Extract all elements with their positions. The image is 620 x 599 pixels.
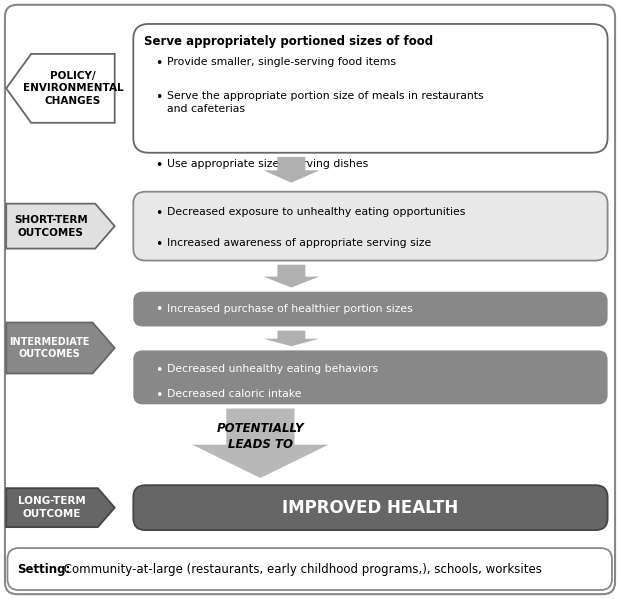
Text: SHORT-TERM
OUTCOMES: SHORT-TERM OUTCOMES bbox=[14, 214, 87, 238]
Text: •: • bbox=[155, 207, 162, 220]
Text: •: • bbox=[155, 159, 162, 173]
FancyBboxPatch shape bbox=[133, 350, 608, 404]
Text: Use appropriate sized serving dishes: Use appropriate sized serving dishes bbox=[167, 159, 369, 170]
Polygon shape bbox=[192, 409, 329, 478]
Text: •: • bbox=[155, 57, 162, 70]
Text: Provide smaller, single-serving food items: Provide smaller, single-serving food ite… bbox=[167, 57, 396, 67]
Polygon shape bbox=[6, 54, 115, 123]
Text: IMPROVED HEALTH: IMPROVED HEALTH bbox=[282, 498, 459, 517]
Polygon shape bbox=[6, 322, 115, 374]
Text: POTENTIALLY
LEADS TO: POTENTIALLY LEADS TO bbox=[216, 422, 304, 450]
Text: INTERMEDIATE
OUTCOMES: INTERMEDIATE OUTCOMES bbox=[9, 337, 89, 359]
Polygon shape bbox=[6, 204, 115, 249]
Polygon shape bbox=[6, 488, 115, 527]
Polygon shape bbox=[264, 265, 319, 288]
Text: Increased awareness of appropriate serving size: Increased awareness of appropriate servi… bbox=[167, 238, 432, 248]
Text: •: • bbox=[155, 364, 162, 377]
Text: POLICY/
ENVIRONMENTAL
CHANGES: POLICY/ ENVIRONMENTAL CHANGES bbox=[22, 71, 123, 106]
Text: •: • bbox=[155, 302, 162, 316]
Text: Decreased exposure to unhealthy eating opportunities: Decreased exposure to unhealthy eating o… bbox=[167, 207, 466, 217]
Text: Community-at-large (restaurants, early childhood programs,), schools, worksites: Community-at-large (restaurants, early c… bbox=[60, 562, 541, 576]
Text: •: • bbox=[155, 91, 162, 104]
FancyBboxPatch shape bbox=[133, 192, 608, 261]
FancyBboxPatch shape bbox=[133, 24, 608, 153]
FancyBboxPatch shape bbox=[133, 485, 608, 530]
Text: Serve the appropriate portion size of meals in restaurants
and cafeterias: Serve the appropriate portion size of me… bbox=[167, 91, 484, 114]
Text: Serve appropriately portioned sizes of food: Serve appropriately portioned sizes of f… bbox=[144, 35, 433, 48]
Text: Increased purchase of healthier portion sizes: Increased purchase of healthier portion … bbox=[167, 304, 413, 314]
FancyBboxPatch shape bbox=[7, 548, 612, 590]
Text: •: • bbox=[155, 389, 162, 403]
Text: Decreased unhealthy eating behaviors: Decreased unhealthy eating behaviors bbox=[167, 364, 379, 374]
Text: Setting:: Setting: bbox=[17, 562, 71, 576]
Text: •: • bbox=[155, 238, 162, 251]
Polygon shape bbox=[264, 331, 319, 346]
FancyBboxPatch shape bbox=[133, 292, 608, 326]
Text: LONG-TERM
OUTCOME: LONG-TERM OUTCOME bbox=[18, 496, 86, 519]
Polygon shape bbox=[264, 157, 319, 183]
Text: Decreased caloric intake: Decreased caloric intake bbox=[167, 389, 302, 400]
